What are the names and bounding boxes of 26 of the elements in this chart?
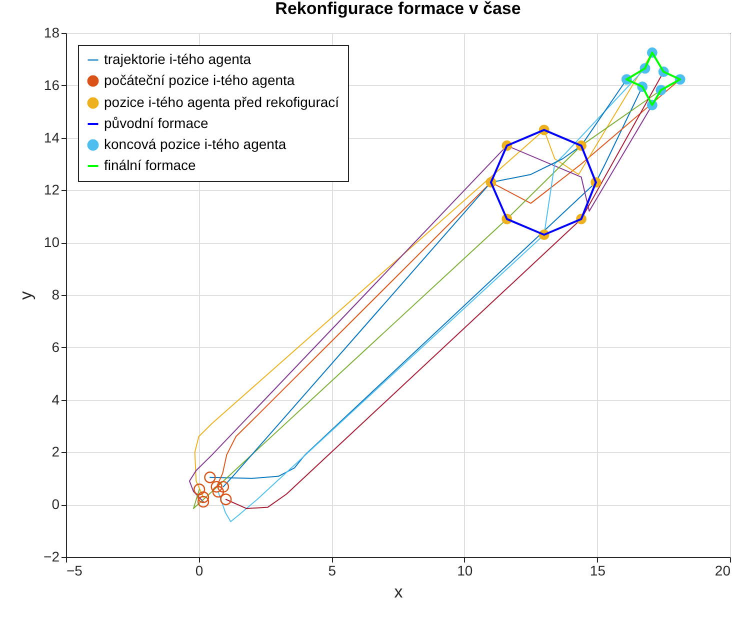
y-tick-label: 12 <box>44 182 60 198</box>
x-tick-label: 5 <box>328 562 336 578</box>
y-tick-label: 0 <box>52 496 60 512</box>
legend-label: počáteční pozice i-tého agenta <box>104 72 295 88</box>
x-axis-title: x <box>394 582 404 602</box>
x-tick-label: 15 <box>590 562 606 578</box>
y-tick-label: 10 <box>44 234 60 250</box>
legend-label: finální formace <box>104 157 196 173</box>
legend-label: trajektorie i-tého agenta <box>104 51 252 67</box>
x-tick-label: −5 <box>66 562 83 578</box>
y-tick-label: −2 <box>44 548 60 564</box>
y-axis-title: y <box>16 290 36 300</box>
x-tick-label: 20 <box>714 562 731 578</box>
y-tick-label: 2 <box>52 444 60 460</box>
y-tick-label: 14 <box>44 129 60 146</box>
legend-label: původní formace <box>104 115 208 131</box>
y-tick-label: 16 <box>44 76 60 93</box>
y-tick-label: 4 <box>52 391 60 408</box>
legend-label: pozice i-tého agenta před rekofigurací <box>104 94 340 110</box>
x-tick-label: 0 <box>195 562 204 578</box>
x-tick-label: 10 <box>457 562 473 578</box>
chart-title: Rekonfigurace formace v čase <box>275 0 521 18</box>
y-tick-label: 8 <box>52 286 60 302</box>
y-tick-label: 18 <box>44 24 60 40</box>
y-tick-label: 6 <box>52 338 60 355</box>
legend-label: koncová pozice i-tého agenta <box>104 136 286 152</box>
